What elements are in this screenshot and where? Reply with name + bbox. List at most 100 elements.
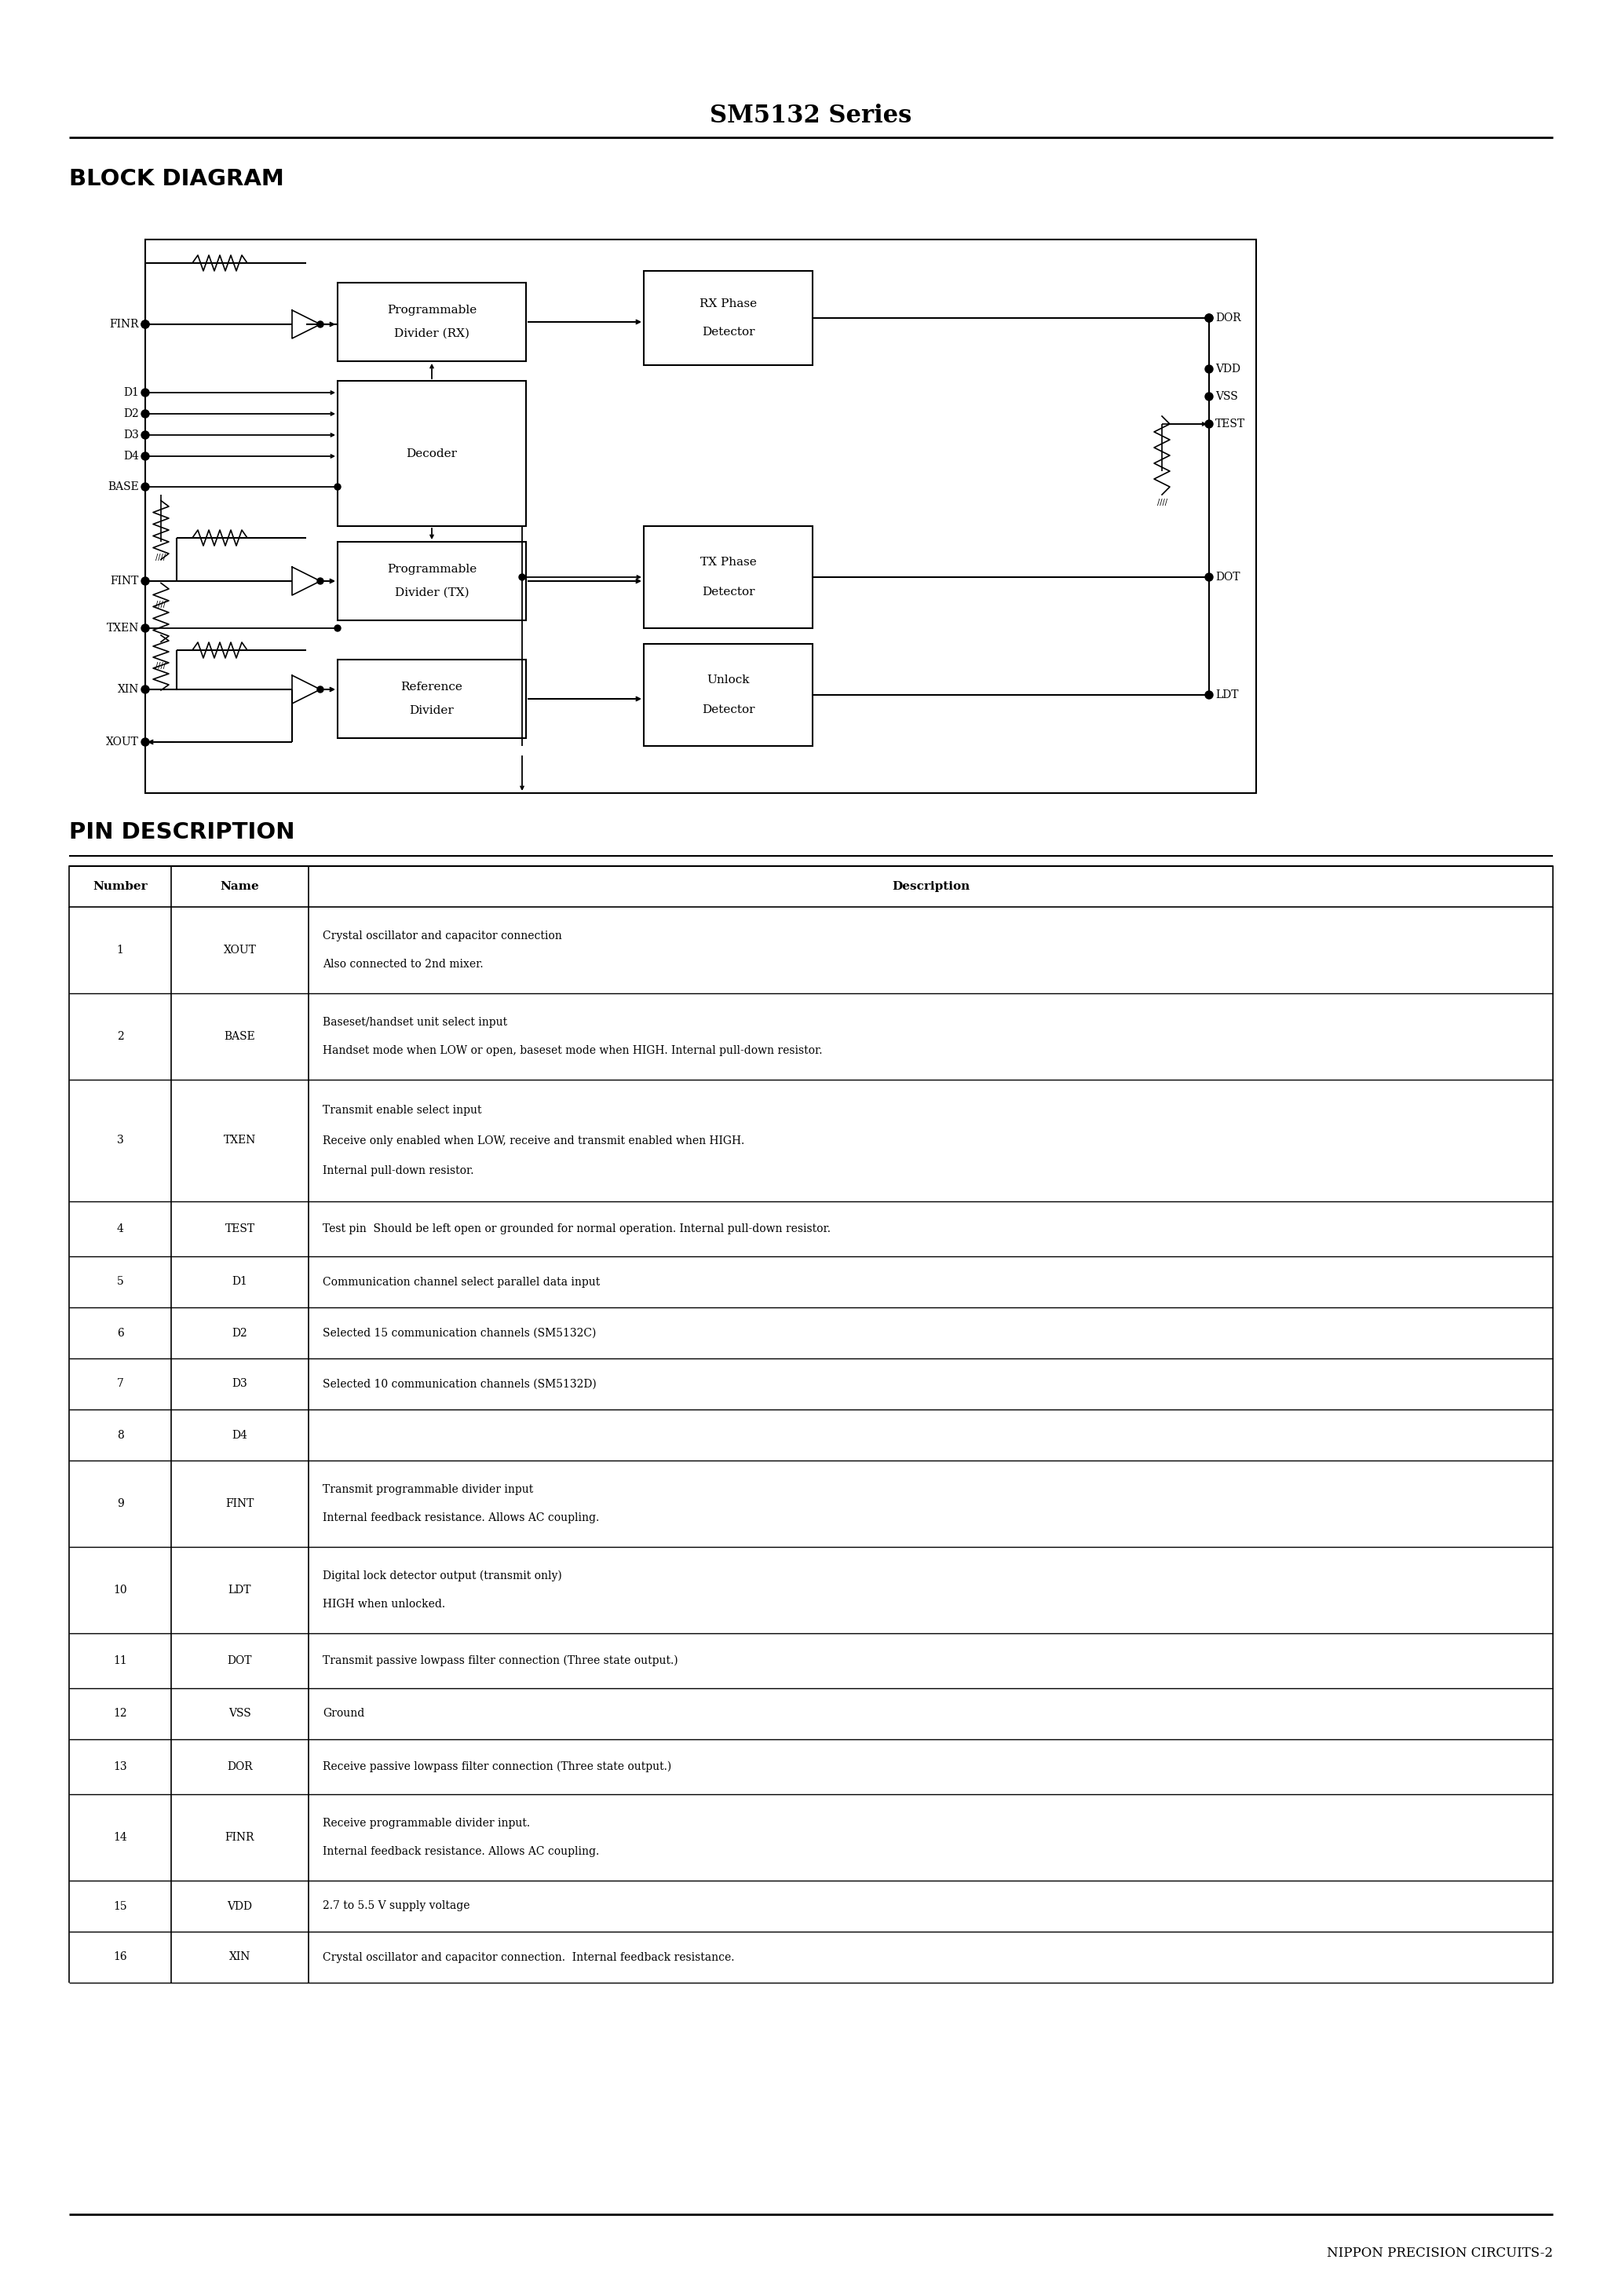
Text: Digital lock detector output (transmit only): Digital lock detector output (transmit o… xyxy=(323,1570,561,1582)
Text: 5: 5 xyxy=(117,1277,123,1288)
Circle shape xyxy=(141,388,149,397)
Text: 13: 13 xyxy=(114,1761,127,1773)
Text: Name: Name xyxy=(221,882,260,893)
Text: BASE: BASE xyxy=(224,1031,255,1042)
Text: VSS: VSS xyxy=(1215,390,1238,402)
Text: 4: 4 xyxy=(117,1224,123,1235)
Text: Receive programmable divider input.: Receive programmable divider input. xyxy=(323,1818,530,1828)
Text: VSS: VSS xyxy=(229,1708,251,1720)
Text: D1: D1 xyxy=(123,388,139,397)
Text: FINT: FINT xyxy=(110,576,139,585)
Text: BASE: BASE xyxy=(107,482,139,491)
Text: TEST: TEST xyxy=(1215,418,1246,429)
Text: Transmit enable select input: Transmit enable select input xyxy=(323,1104,482,1116)
Text: Divider (RX): Divider (RX) xyxy=(394,328,469,340)
Text: ////: //// xyxy=(1156,498,1168,507)
Circle shape xyxy=(1205,365,1213,372)
Text: Internal feedback resistance. Allows AC coupling.: Internal feedback resistance. Allows AC … xyxy=(323,1846,599,1857)
Bar xyxy=(337,659,526,737)
Circle shape xyxy=(519,574,526,581)
Circle shape xyxy=(141,321,149,328)
Text: VDD: VDD xyxy=(1215,363,1241,374)
Text: FINR: FINR xyxy=(110,319,139,331)
Text: Crystal oscillator and capacitor connection.  Internal feedback resistance.: Crystal oscillator and capacitor connect… xyxy=(323,1952,735,1963)
Text: 3: 3 xyxy=(117,1134,123,1146)
Circle shape xyxy=(334,484,341,489)
Text: Selected 15 communication channels (SM5132C): Selected 15 communication channels (SM51… xyxy=(323,1327,597,1339)
Text: XIN: XIN xyxy=(229,1952,250,1963)
Text: TXEN: TXEN xyxy=(107,622,139,634)
Text: D4: D4 xyxy=(123,450,139,461)
Circle shape xyxy=(318,579,323,583)
Text: 14: 14 xyxy=(114,1832,127,1844)
Bar xyxy=(70,866,1552,907)
Circle shape xyxy=(141,576,149,585)
Text: 1: 1 xyxy=(117,944,123,955)
Text: XIN: XIN xyxy=(117,684,139,696)
Text: RX Phase: RX Phase xyxy=(699,298,757,310)
Text: Internal feedback resistance. Allows AC coupling.: Internal feedback resistance. Allows AC … xyxy=(323,1513,599,1525)
Text: 9: 9 xyxy=(117,1499,123,1508)
Text: DOR: DOR xyxy=(227,1761,253,1773)
Text: 2: 2 xyxy=(117,1031,123,1042)
Text: SM5132 Series: SM5132 Series xyxy=(710,103,912,129)
Text: Ground: Ground xyxy=(323,1708,365,1720)
Text: Baseset/handset unit select input: Baseset/handset unit select input xyxy=(323,1017,508,1029)
Text: Transmit passive lowpass filter connection (Three state output.): Transmit passive lowpass filter connecti… xyxy=(323,1655,678,1667)
Circle shape xyxy=(141,321,149,328)
Text: 16: 16 xyxy=(114,1952,127,1963)
Circle shape xyxy=(141,482,149,491)
Text: Receive only enabled when LOW, receive and transmit enabled when HIGH.: Receive only enabled when LOW, receive a… xyxy=(323,1134,744,1146)
Bar xyxy=(644,271,813,365)
Text: Description: Description xyxy=(892,882,970,893)
Bar xyxy=(337,381,526,526)
Text: ////: //// xyxy=(156,553,165,563)
Circle shape xyxy=(334,625,341,631)
Text: LDT: LDT xyxy=(229,1584,251,1596)
Text: Programmable: Programmable xyxy=(388,565,477,574)
Circle shape xyxy=(141,432,149,439)
Text: TXEN: TXEN xyxy=(224,1134,256,1146)
Text: Test pin  Should be left open or grounded for normal operation. Internal pull-do: Test pin Should be left open or grounded… xyxy=(323,1224,830,1235)
Text: Transmit programmable divider input: Transmit programmable divider input xyxy=(323,1483,534,1495)
Text: Detector: Detector xyxy=(702,588,754,597)
Circle shape xyxy=(1205,393,1213,400)
Text: Detector: Detector xyxy=(702,326,754,338)
Text: 2.7 to 5.5 V supply voltage: 2.7 to 5.5 V supply voltage xyxy=(323,1901,470,1913)
Text: XOUT: XOUT xyxy=(105,737,139,748)
Text: Selected 10 communication channels (SM5132D): Selected 10 communication channels (SM51… xyxy=(323,1378,597,1389)
Text: 8: 8 xyxy=(117,1430,123,1440)
Text: DOR: DOR xyxy=(1215,312,1241,324)
Bar xyxy=(644,526,813,629)
Circle shape xyxy=(141,625,149,631)
Text: ////: //// xyxy=(156,602,165,608)
Text: Decoder: Decoder xyxy=(406,448,457,459)
Text: Reference: Reference xyxy=(401,682,462,693)
Bar xyxy=(337,542,526,620)
Text: Internal pull-down resistor.: Internal pull-down resistor. xyxy=(323,1166,474,1176)
Text: TX Phase: TX Phase xyxy=(701,556,756,567)
Text: XOUT: XOUT xyxy=(224,944,256,955)
Text: 12: 12 xyxy=(114,1708,127,1720)
Circle shape xyxy=(1205,315,1213,321)
Text: 6: 6 xyxy=(117,1327,123,1339)
Text: DOT: DOT xyxy=(1215,572,1241,583)
Text: TEST: TEST xyxy=(225,1224,255,1235)
Text: LDT: LDT xyxy=(1215,689,1239,700)
Text: 10: 10 xyxy=(114,1584,127,1596)
Circle shape xyxy=(1205,574,1213,581)
Text: 11: 11 xyxy=(114,1655,127,1667)
Text: Unlock: Unlock xyxy=(707,675,749,684)
Text: FINR: FINR xyxy=(225,1832,255,1844)
Text: Divider: Divider xyxy=(409,705,454,716)
Circle shape xyxy=(141,687,149,693)
Text: HIGH when unlocked.: HIGH when unlocked. xyxy=(323,1598,446,1609)
Text: Handset mode when LOW or open, baseset mode when HIGH. Internal pull-down resist: Handset mode when LOW or open, baseset m… xyxy=(323,1045,822,1056)
Text: D4: D4 xyxy=(232,1430,248,1440)
Circle shape xyxy=(1205,420,1213,427)
Text: Number: Number xyxy=(92,882,148,893)
Text: PIN DESCRIPTION: PIN DESCRIPTION xyxy=(70,822,295,843)
Text: FINT: FINT xyxy=(225,1499,255,1508)
Circle shape xyxy=(1205,315,1213,321)
Text: NIPPON PRECISION CIRCUITS-2: NIPPON PRECISION CIRCUITS-2 xyxy=(1327,2248,1552,2259)
